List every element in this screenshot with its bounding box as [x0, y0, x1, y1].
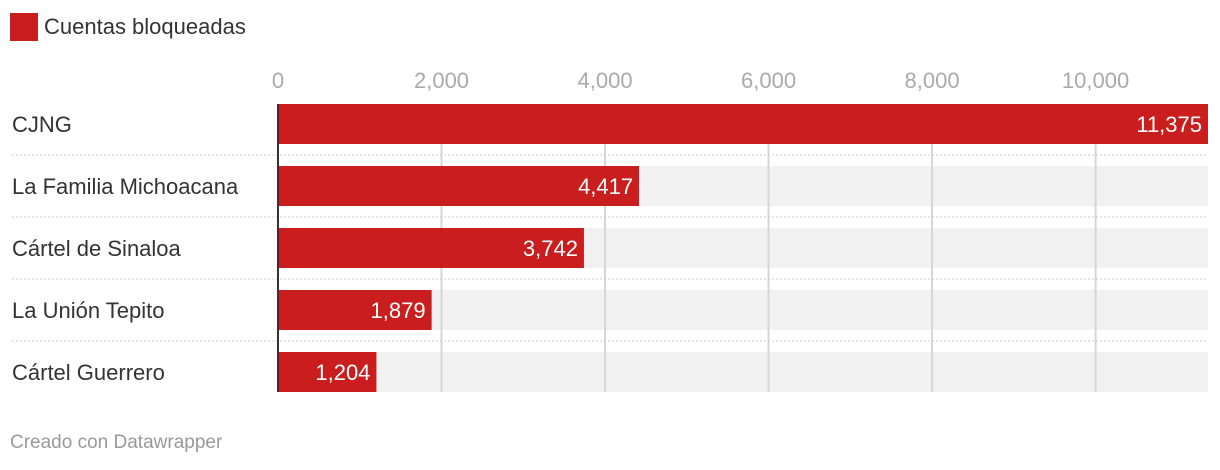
- x-tick-label: 0: [272, 68, 284, 93]
- x-tick-label: 10,000: [1062, 68, 1129, 93]
- bar: [278, 290, 432, 330]
- value-label: 11,375: [1136, 112, 1202, 137]
- x-tick-label: 6,000: [741, 68, 796, 93]
- value-label: 1,879: [371, 298, 426, 323]
- bar-chart: 0 2,000 4,000 6,000 8,000 10,000 CJNG 11,375 La …: [12, 68, 1208, 392]
- bar: [278, 352, 377, 392]
- bar-background: [278, 352, 1208, 392]
- category-label: Cártel de Sinaloa: [12, 236, 182, 261]
- category-label: Cártel Guerrero: [12, 360, 165, 385]
- value-label: 4,417: [578, 174, 633, 199]
- x-tick-label: 8,000: [905, 68, 960, 93]
- legend-label: Cuentas bloqueadas: [44, 14, 246, 39]
- bar: [278, 228, 584, 268]
- bar: [278, 166, 640, 206]
- footer-credit[interactable]: Creado con Datawrapper: [10, 432, 223, 453]
- x-tick-label: 4,000: [578, 68, 633, 93]
- legend: Cuentas bloqueadas: [10, 12, 246, 42]
- legend-swatch: [10, 13, 38, 41]
- value-label: 1,204: [315, 360, 370, 385]
- bar: [278, 104, 1208, 144]
- category-label: La Unión Tepito: [12, 298, 165, 323]
- category-label: CJNG: [12, 112, 72, 137]
- bar-background: [278, 290, 1208, 330]
- x-tick-label: 2,000: [414, 68, 469, 93]
- category-label: La Familia Michoacana: [12, 174, 239, 199]
- value-label: 3,742: [523, 236, 578, 261]
